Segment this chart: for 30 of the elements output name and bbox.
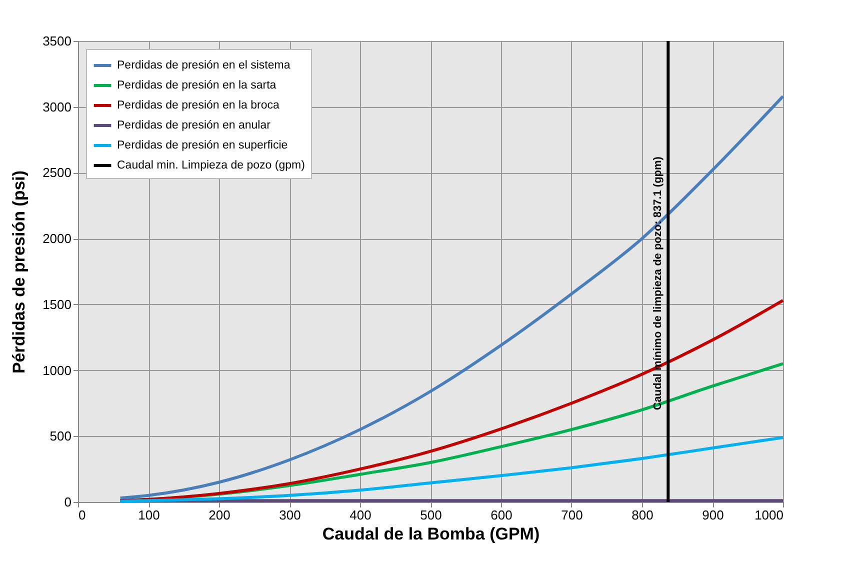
y-tick-label: 0	[64, 494, 72, 510]
y-tick-label: 2500	[42, 165, 72, 180]
y-axis-title: Pérdidas de presión (psi)	[10, 170, 29, 374]
legend-label: Caudal min. Limpieza de pozo (gpm)	[117, 160, 306, 172]
x-tick-label: 800	[632, 508, 654, 522]
legend-label: Perdidas de presión en el sistema	[117, 60, 291, 72]
x-tick-label: 400	[350, 508, 372, 522]
line-series	[118, 94, 784, 500]
annotation: Caudal mínimo de limpieza de pozo: 837.1 (gpm)	[652, 156, 664, 410]
y-tick-label: 3000	[42, 99, 72, 114]
y-tick-label: 3500	[42, 34, 72, 48]
legend-label: Perdidas de presión en la broca	[117, 100, 280, 112]
x-tick-label: 700	[561, 508, 583, 522]
x-tick-label: 300	[279, 508, 301, 522]
x-tick-label: 500	[420, 508, 442, 522]
y-tick-label: 500	[50, 428, 72, 444]
y-tick-label: 2000	[42, 231, 72, 246]
line-series	[118, 436, 784, 503]
x-tick-label: 600	[490, 508, 512, 522]
x-tick-label: 0	[78, 508, 86, 522]
x-tick-label: 1000	[754, 508, 784, 522]
legend-label: Perdidas de presión en superficie	[117, 140, 288, 152]
y-tick-label: 1500	[42, 296, 72, 312]
x-tick-label: 100	[138, 508, 160, 522]
legend-label: Perdidas de presión en la sarta	[117, 80, 277, 92]
x-tick-label: 200	[208, 508, 230, 522]
y-tick-label: 1000	[42, 362, 72, 378]
x-axis-title: Caudal de la Bomba (GPM)	[322, 524, 540, 544]
x-tick-label: 900	[702, 508, 724, 522]
legend-label: Perdidas de presión en anular	[117, 120, 271, 132]
